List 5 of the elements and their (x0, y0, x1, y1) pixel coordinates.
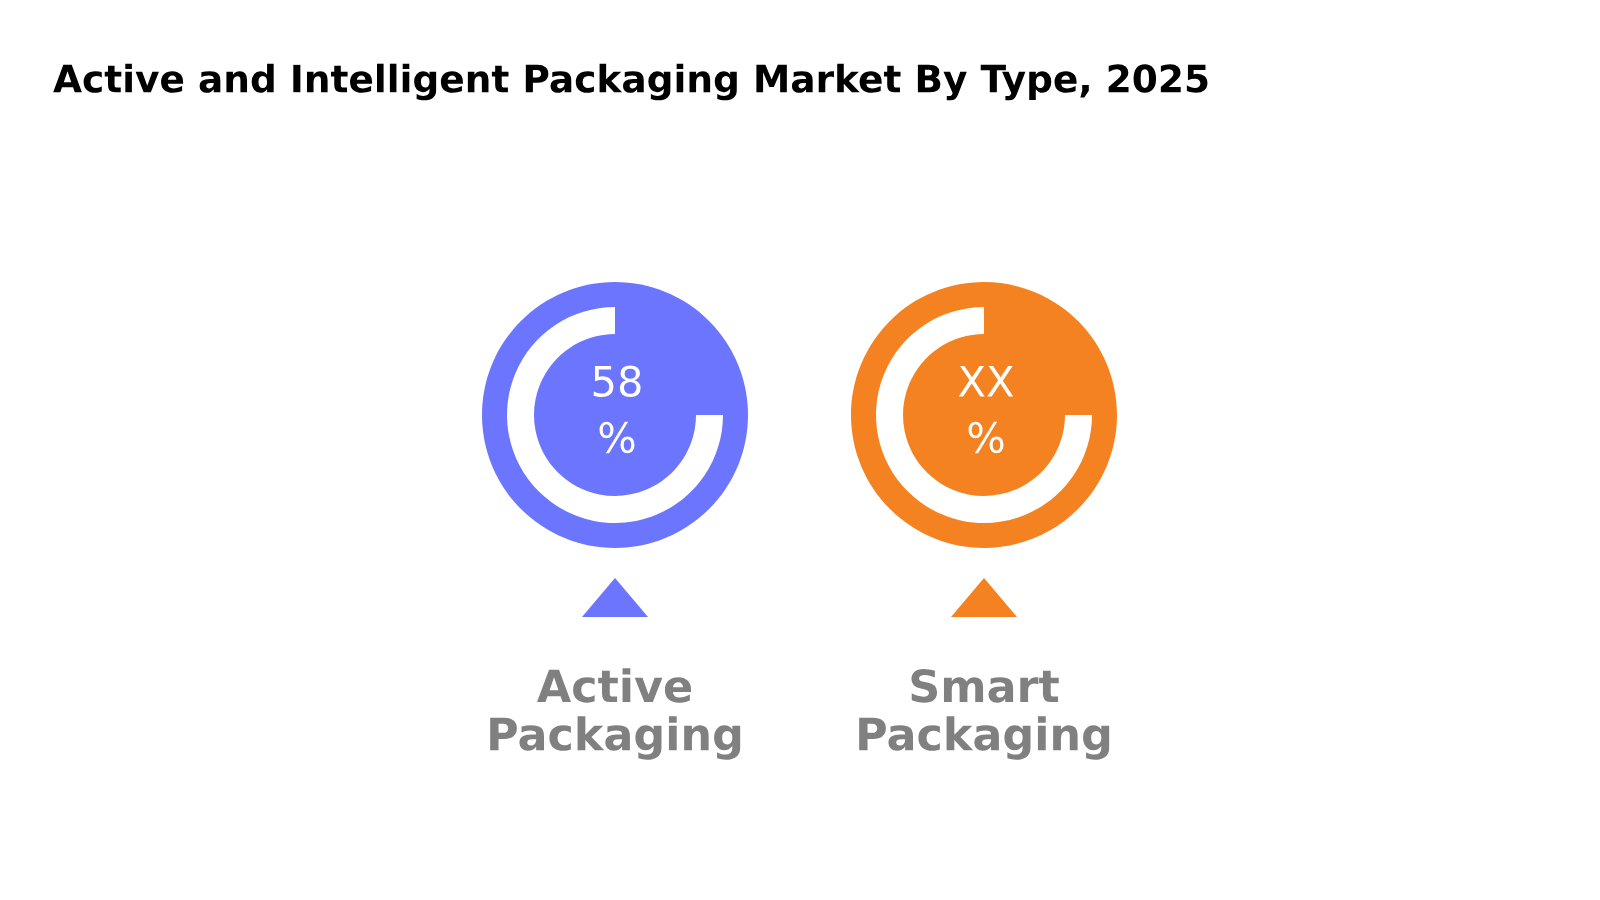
category-label: Smart Packaging (859, 669, 1110, 760)
text: Active and Intelligent Packaging Market By Type, 2025 (53, 63, 1208, 101)
data-label: 58 % (593, 365, 641, 454)
data-label: XX % (958, 366, 1014, 454)
category-label: Active Packaging (490, 668, 741, 760)
